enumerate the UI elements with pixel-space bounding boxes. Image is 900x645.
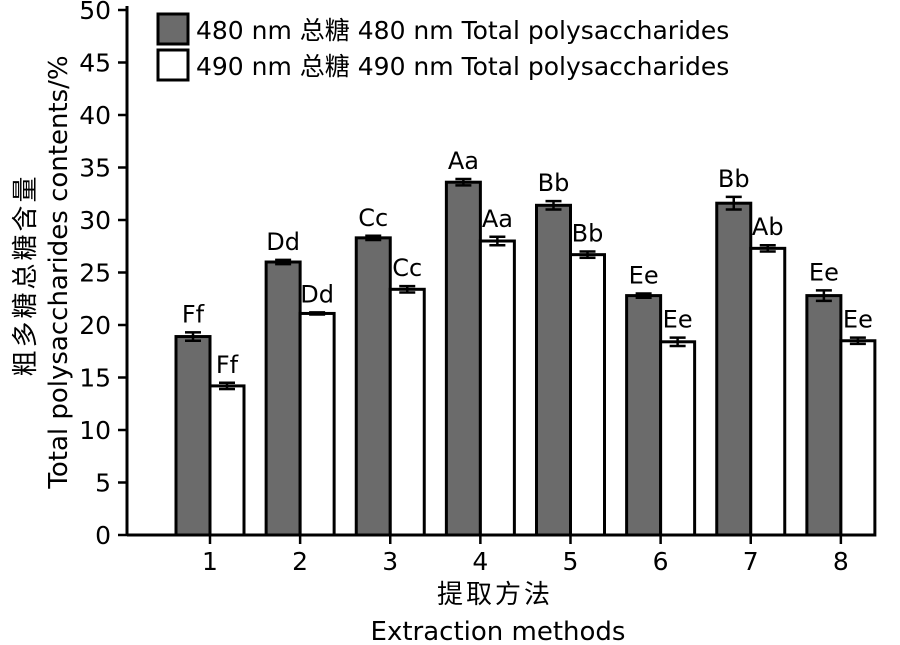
significance-label: Dd <box>266 228 300 256</box>
y-tick-label: 20 <box>79 311 111 340</box>
bar <box>535 203 572 537</box>
significance-label: Ee <box>843 306 873 334</box>
y-tick-label: 40 <box>79 101 111 130</box>
x-tick-label: 4 <box>472 547 488 576</box>
legend-entry: 490 nm 总糖 490 nm Total polysaccharides <box>196 52 729 81</box>
x-tick-label: 6 <box>653 547 669 576</box>
bar <box>388 287 426 537</box>
significance-label: Cc <box>358 204 388 232</box>
legend-swatch <box>156 48 190 82</box>
significance-label: Ff <box>182 300 205 328</box>
bar <box>298 311 336 537</box>
bar <box>715 201 753 537</box>
significance-label: Ab <box>752 213 784 241</box>
y-tick-label: 15 <box>79 364 111 393</box>
bar <box>208 384 246 537</box>
bar <box>625 294 663 537</box>
significance-label: Ee <box>629 262 659 290</box>
y-tick-label: 45 <box>79 49 111 78</box>
significance-label: Ff <box>216 351 239 379</box>
y-axis-title-english: Total polysaccharides contents/% <box>44 55 74 489</box>
bar <box>805 294 843 537</box>
x-axis-title-english: Extraction methods <box>371 617 626 645</box>
legend-swatch <box>156 12 190 46</box>
y-axis-title-chinese: 粗多糖总糖含量 <box>11 173 41 376</box>
y-tick-label: 0 <box>95 521 111 550</box>
y-tick-label: 30 <box>79 206 111 235</box>
bar <box>174 335 212 537</box>
bar <box>478 239 516 537</box>
x-axis-title-chinese: 提取方法 <box>437 580 553 610</box>
x-tick-label: 3 <box>382 547 398 576</box>
significance-label: Aa <box>482 205 513 233</box>
bar <box>264 260 302 537</box>
bar <box>659 340 697 537</box>
significance-label: Cc <box>392 254 422 282</box>
bar <box>444 180 482 537</box>
bar <box>839 339 877 537</box>
y-tick-label: 10 <box>79 416 111 445</box>
x-tick-label: 1 <box>202 547 218 576</box>
significance-label: Dd <box>300 280 334 308</box>
significance-label: Bb <box>572 220 604 248</box>
significance-label: Ee <box>809 258 839 286</box>
bar <box>354 236 392 537</box>
x-tick-label: 2 <box>292 547 308 576</box>
y-tick-label: 50 <box>79 0 111 25</box>
significance-label: Aa <box>448 147 479 175</box>
significance-label: Ee <box>663 306 693 334</box>
y-tick-label: 25 <box>79 259 111 288</box>
significance-label: Bb <box>718 165 750 193</box>
significance-label: Bb <box>538 169 570 197</box>
bar <box>749 246 787 537</box>
y-tick-label: 5 <box>95 469 111 498</box>
x-tick-label: 7 <box>743 547 759 576</box>
x-tick-label: 5 <box>563 547 579 576</box>
y-tick-label: 35 <box>79 154 111 183</box>
x-tick-label: 8 <box>833 547 849 576</box>
legend-entry: 480 nm 总糖 480 nm Total polysaccharides <box>196 16 729 45</box>
bar <box>569 253 606 537</box>
